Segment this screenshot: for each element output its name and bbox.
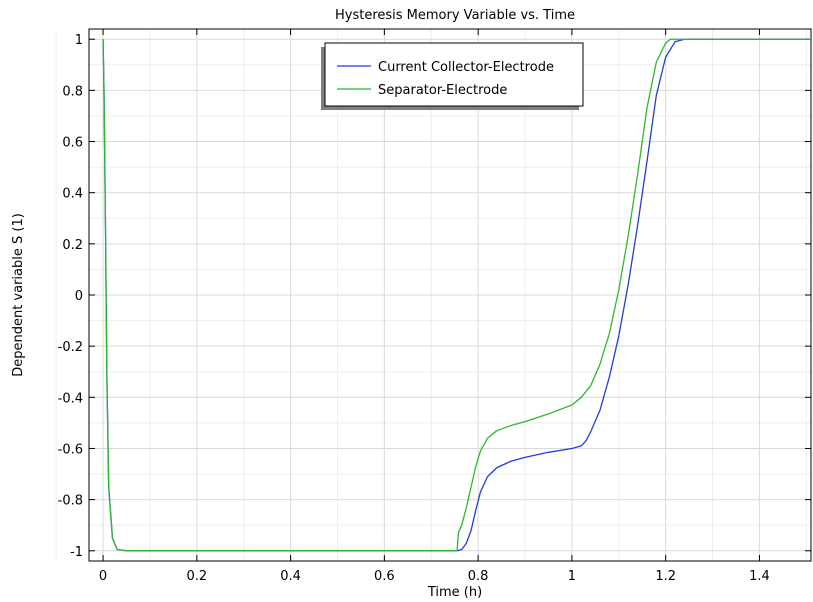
x-tick-label: 0.8 [468, 569, 489, 584]
y-tick-label: -0.6 [58, 442, 83, 457]
y-tick-label: -0.4 [58, 391, 83, 406]
series-layer [102, 38, 811, 552]
y-axis-title: Dependent variable S (1) [11, 213, 26, 377]
axis-ticks: 0 0.2 0.4 0.6 0.8 1 1.2 1.4 1 0.8 0.6 0.4 0.2 0 -0.2 -0… [58, 29, 811, 584]
legend: Current Collector-Electrode Separator-El… [321, 42, 584, 110]
x-tick-label: 1 [568, 569, 576, 584]
legend-label-separator: Separator-Electrode [378, 83, 507, 98]
y-tick-label: 0 [75, 289, 83, 304]
y-tick-label: 1 [75, 33, 83, 48]
x-tick-label: 0.4 [280, 569, 301, 584]
x-tick-label: 0.6 [374, 569, 395, 584]
x-tick-label: 1.2 [655, 569, 676, 584]
legend-label-current-collector: Current Collector-Electrode [378, 60, 554, 75]
y-tick-label: 0.8 [62, 84, 83, 99]
x-tick-label: 0.2 [186, 569, 207, 584]
chart-title: Hysteresis Memory Variable vs. Time [335, 8, 575, 23]
y-tick-label: 0.2 [62, 238, 83, 253]
y-tick-label: 0.4 [62, 187, 83, 202]
y-tick-label: 0.6 [62, 136, 83, 151]
y-tick-label: -0.2 [58, 340, 83, 355]
series-line-1 [102, 38, 811, 552]
x-tick-label: 1.4 [749, 569, 770, 584]
y-tick-label: -1 [70, 545, 83, 560]
x-tick-label: 0 [99, 569, 107, 584]
y-tick-label: -0.8 [58, 494, 83, 509]
x-axis-title: Time (h) [427, 585, 482, 600]
legend-box [324, 42, 584, 107]
grid [55, 29, 811, 561]
